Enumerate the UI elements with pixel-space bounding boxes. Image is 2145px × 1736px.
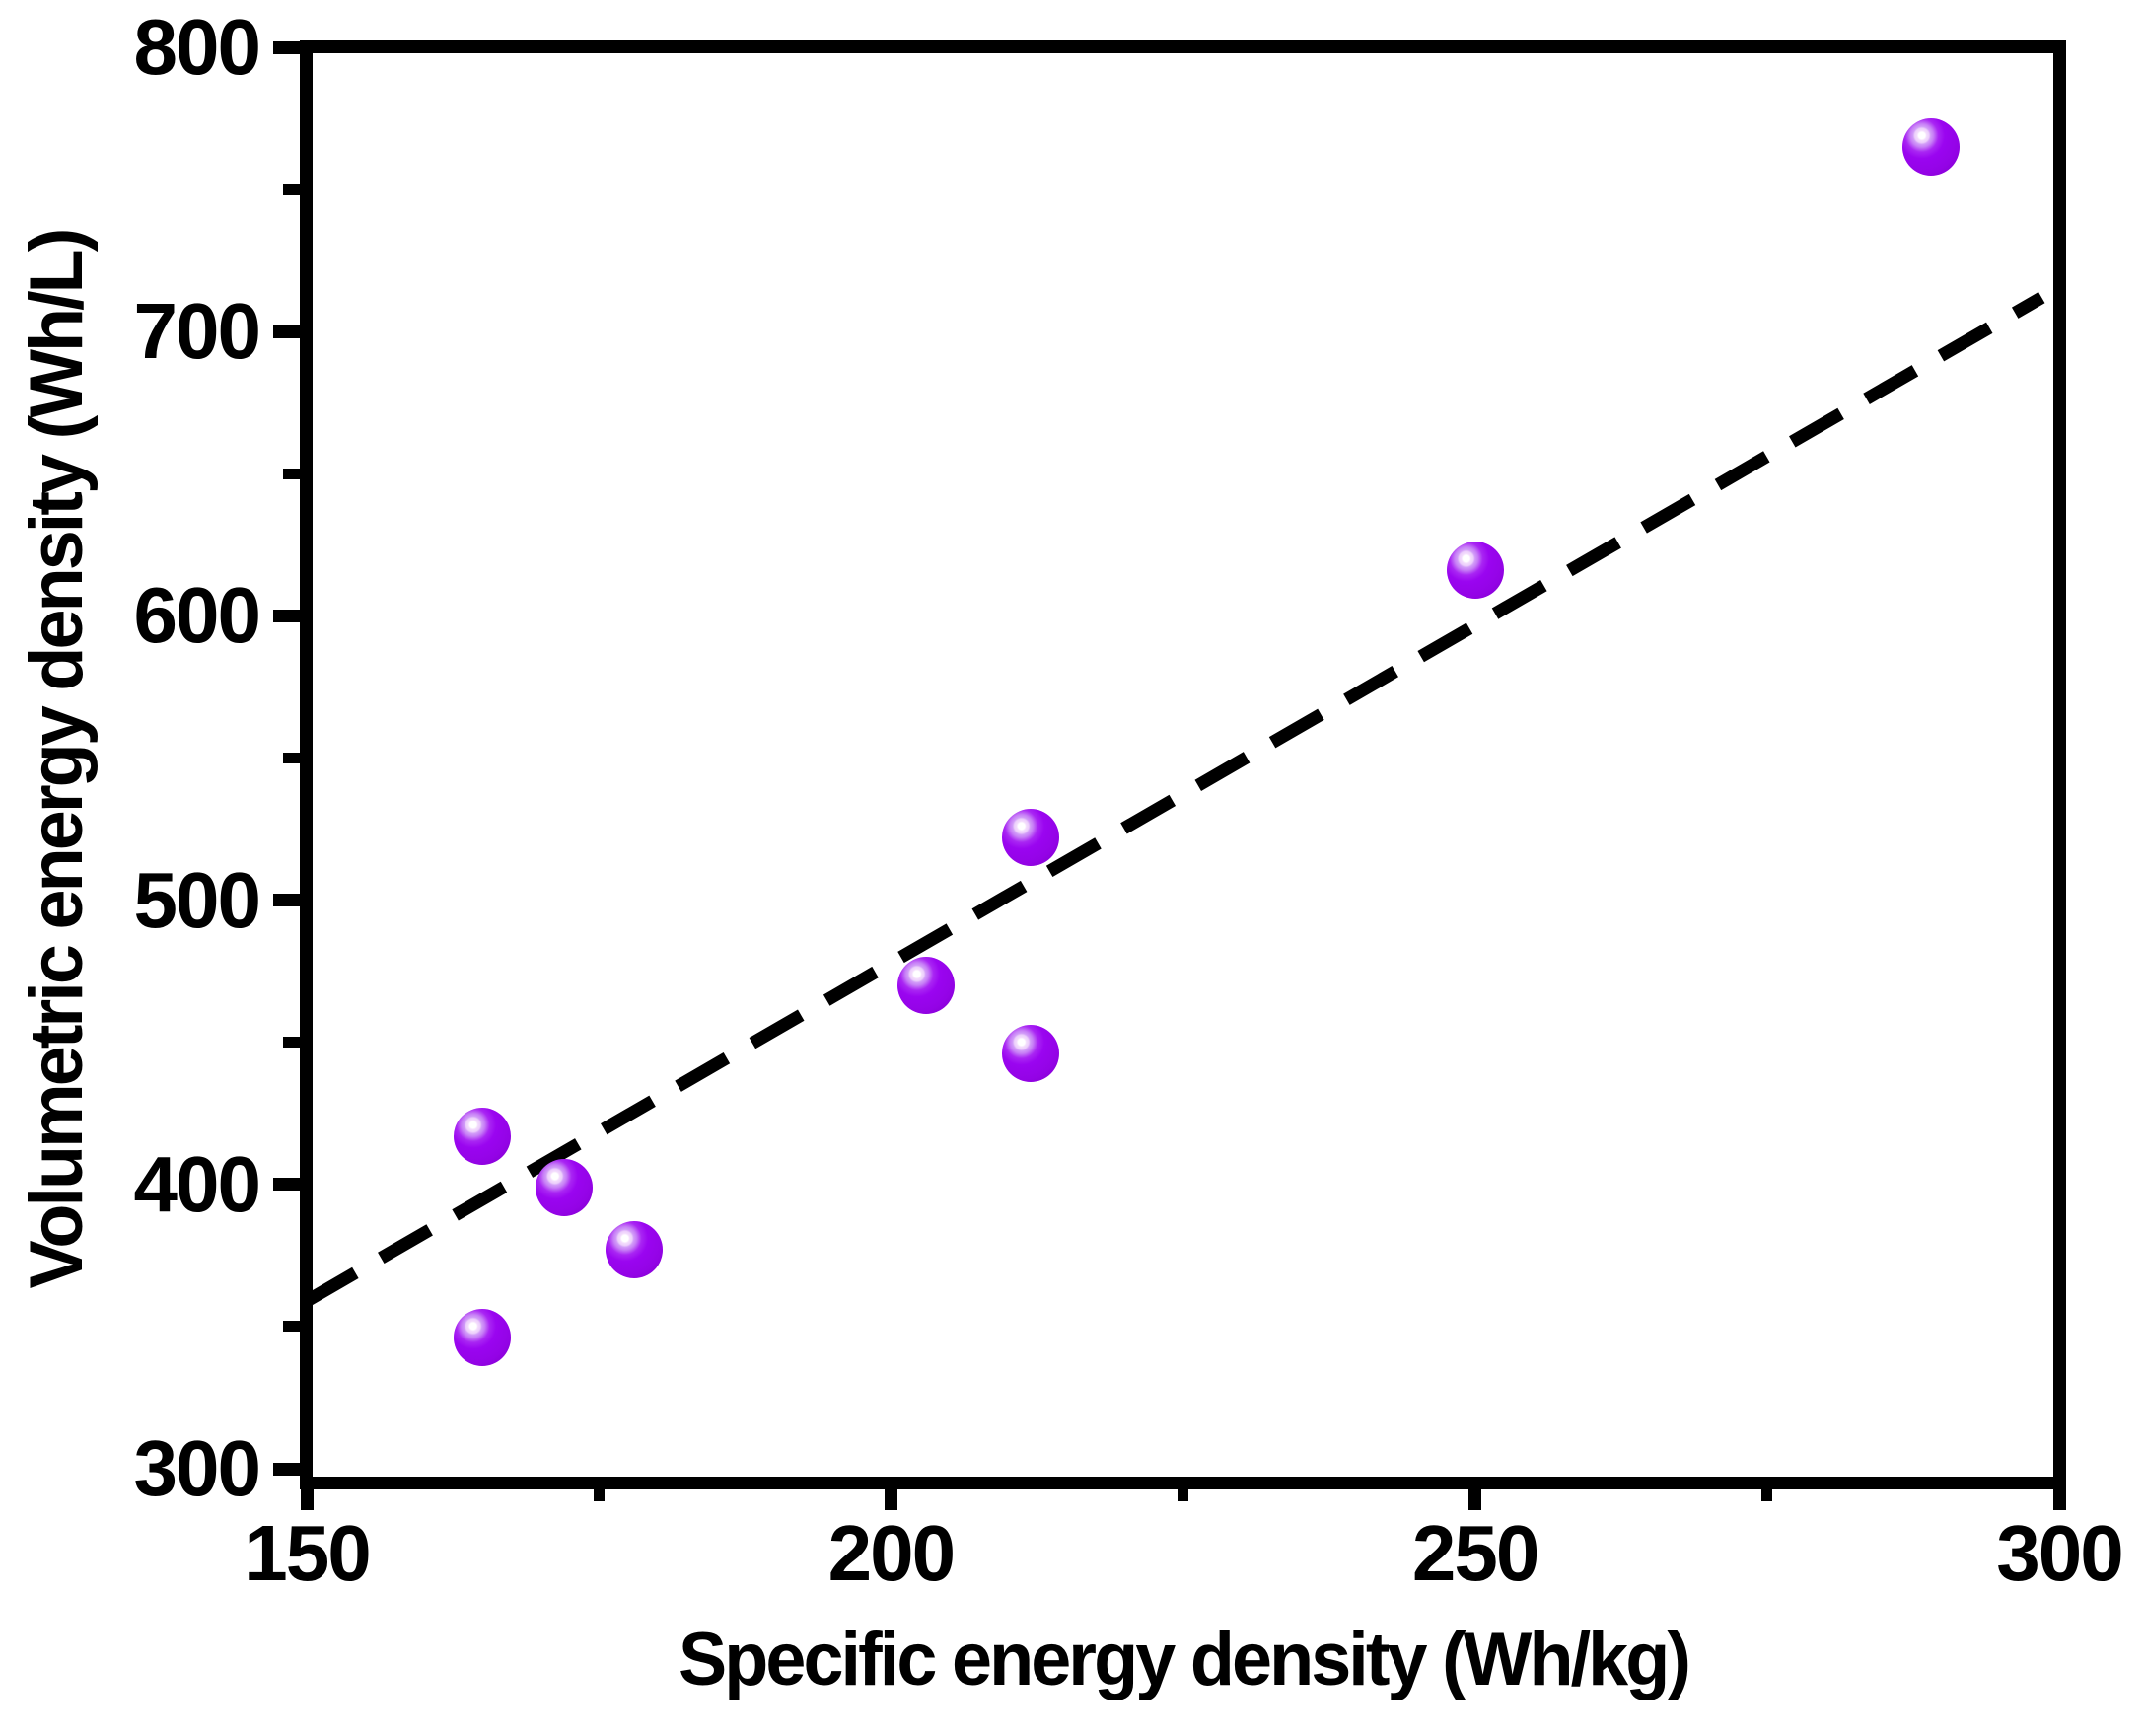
- y-minor-tick: [282, 1037, 307, 1049]
- y-tick-label: 700: [133, 287, 261, 376]
- y-major-tick: [272, 609, 307, 622]
- y-tick-label: 800: [133, 3, 261, 91]
- data-point: [1002, 1025, 1060, 1083]
- x-minor-tick: [1761, 1483, 1773, 1501]
- y-major-tick: [272, 325, 307, 338]
- x-tick-label: 200: [827, 1509, 956, 1597]
- x-major-tick: [884, 1483, 897, 1510]
- y-minor-tick: [282, 183, 307, 195]
- x-major-tick: [2052, 1483, 2066, 1510]
- y-tick-label: 400: [133, 1139, 261, 1228]
- x-axis-title: Specific energy density (Wh/kg): [678, 1618, 1691, 1701]
- data-point: [1002, 809, 1060, 867]
- x-tick-label: 300: [1996, 1509, 2123, 1597]
- data-point: [1901, 117, 1960, 176]
- y-major-tick: [272, 40, 307, 54]
- x-minor-tick: [1178, 1483, 1188, 1501]
- x-minor-tick: [593, 1483, 605, 1501]
- data-point: [1446, 542, 1504, 600]
- x-major-tick: [300, 1483, 314, 1510]
- y-tick-label: 300: [133, 1424, 261, 1512]
- y-tick-label: 500: [133, 855, 261, 944]
- y-major-tick: [272, 1462, 307, 1476]
- data-point: [605, 1221, 663, 1279]
- trend-line: [303, 291, 2045, 1307]
- x-tick-label: 250: [1411, 1509, 1539, 1597]
- y-minor-tick: [282, 1321, 307, 1333]
- data-point: [453, 1107, 511, 1165]
- data-point: [453, 1309, 511, 1367]
- x-tick-label: 150: [244, 1509, 371, 1597]
- y-tick-label: 600: [133, 571, 261, 660]
- y-minor-tick: [282, 753, 307, 763]
- data-point: [896, 957, 955, 1015]
- data-point: [535, 1158, 593, 1216]
- y-major-tick: [272, 894, 307, 907]
- y-major-tick: [272, 1178, 307, 1192]
- y-minor-tick: [282, 468, 307, 479]
- x-major-tick: [1468, 1483, 1482, 1510]
